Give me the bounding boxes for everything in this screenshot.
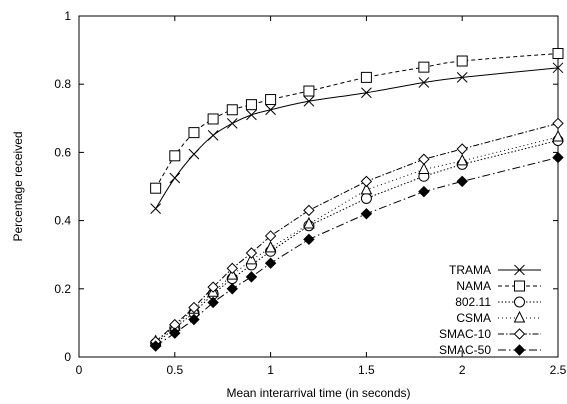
data-point [207,296,219,309]
data-point [552,48,564,60]
data-point [303,85,315,97]
x-axis-title: Mean interarrival time (in seconds) [226,386,410,400]
data-point [264,230,277,242]
data-point [226,268,239,280]
data-point [418,185,430,198]
series-line [155,136,559,343]
series-smac-50 [149,151,564,352]
series-802-11 [150,134,564,349]
data-point [360,182,373,195]
data-point [418,153,430,165]
data-point [207,129,219,141]
legend-label: NAMA [456,279,491,293]
legend-marker [513,328,526,340]
data-point [226,262,238,275]
data-point [303,233,315,246]
data-point [264,257,277,269]
data-point [456,143,468,155]
x-tick-label: 1.5 [358,363,375,377]
legend-label: SMAC-10 [439,327,491,341]
legend-marker [514,280,525,292]
data-point [169,172,181,184]
data-point [246,109,257,121]
data-point [188,301,200,314]
series-trama [150,62,564,215]
data-point [456,72,468,83]
data-point [418,77,430,88]
legend-marker [514,264,525,276]
data-point [226,283,238,295]
data-point [245,99,257,111]
data-point [456,55,468,67]
data-point [456,153,469,166]
data-point [360,71,372,83]
series-nama [150,48,564,194]
y-axis-title: Percentage received [11,131,25,241]
data-point [265,104,276,116]
legend-label: CSMA [456,311,491,325]
series-layer [149,48,564,352]
data-point [552,151,564,164]
data-point [552,62,564,74]
legend-label: 802.11 [455,295,491,309]
data-point [360,208,373,220]
plot-frame [78,15,559,358]
series-line [155,122,559,343]
data-point [552,129,564,142]
x-tick-label: 0 [76,363,83,377]
series-line [155,139,559,344]
y-tick-label: 0.6 [54,145,71,159]
data-point [207,281,219,293]
data-point [456,175,468,188]
x-tick-label: 2.5 [550,363,567,377]
data-point [418,61,430,73]
x-tick-label: 0.5 [166,363,183,377]
data-point [264,240,277,253]
data-point [169,150,181,162]
data-point [265,94,277,106]
data-point [188,148,200,160]
data-point [303,216,315,229]
data-point [418,162,430,174]
legend-label: TRAMA [449,263,491,277]
series-smac-10 [149,117,564,348]
data-point [303,204,315,217]
data-point [552,117,564,130]
data-point [188,313,200,326]
data-point [149,340,162,352]
data-point [207,113,219,125]
legend-label: SMAC-50 [439,343,491,357]
data-point [361,87,372,99]
axis-ticks: 0 0.5 1 1.5 2 2.5 0 0.2 0.4 0.6 0.8 1 [54,9,566,377]
data-point [360,192,372,204]
data-point [360,175,373,188]
data-point [188,127,200,139]
data-point [303,95,315,107]
data-point [150,182,162,194]
y-tick-label: 0 [64,350,71,364]
legend-marker [514,296,525,308]
y-tick-label: 0.8 [54,77,71,91]
y-tick-label: 0.4 [54,214,71,228]
y-tick-label: 0.2 [54,282,71,296]
data-point [226,118,238,129]
legend-marker [513,344,526,356]
legend: TRAMA NAMA 802.11 CSMA SMAC-10 SMAC-50 [439,263,541,357]
data-point [169,327,181,339]
data-point [150,203,161,215]
x-tick-label: 1 [267,363,274,377]
data-point [226,104,238,116]
data-point [245,271,258,283]
data-point [245,252,258,265]
x-tick-label: 2 [459,363,466,377]
legend-marker [513,310,526,323]
data-point [245,247,258,259]
y-tick-label: 1 [64,9,71,23]
series-csma [149,129,564,347]
